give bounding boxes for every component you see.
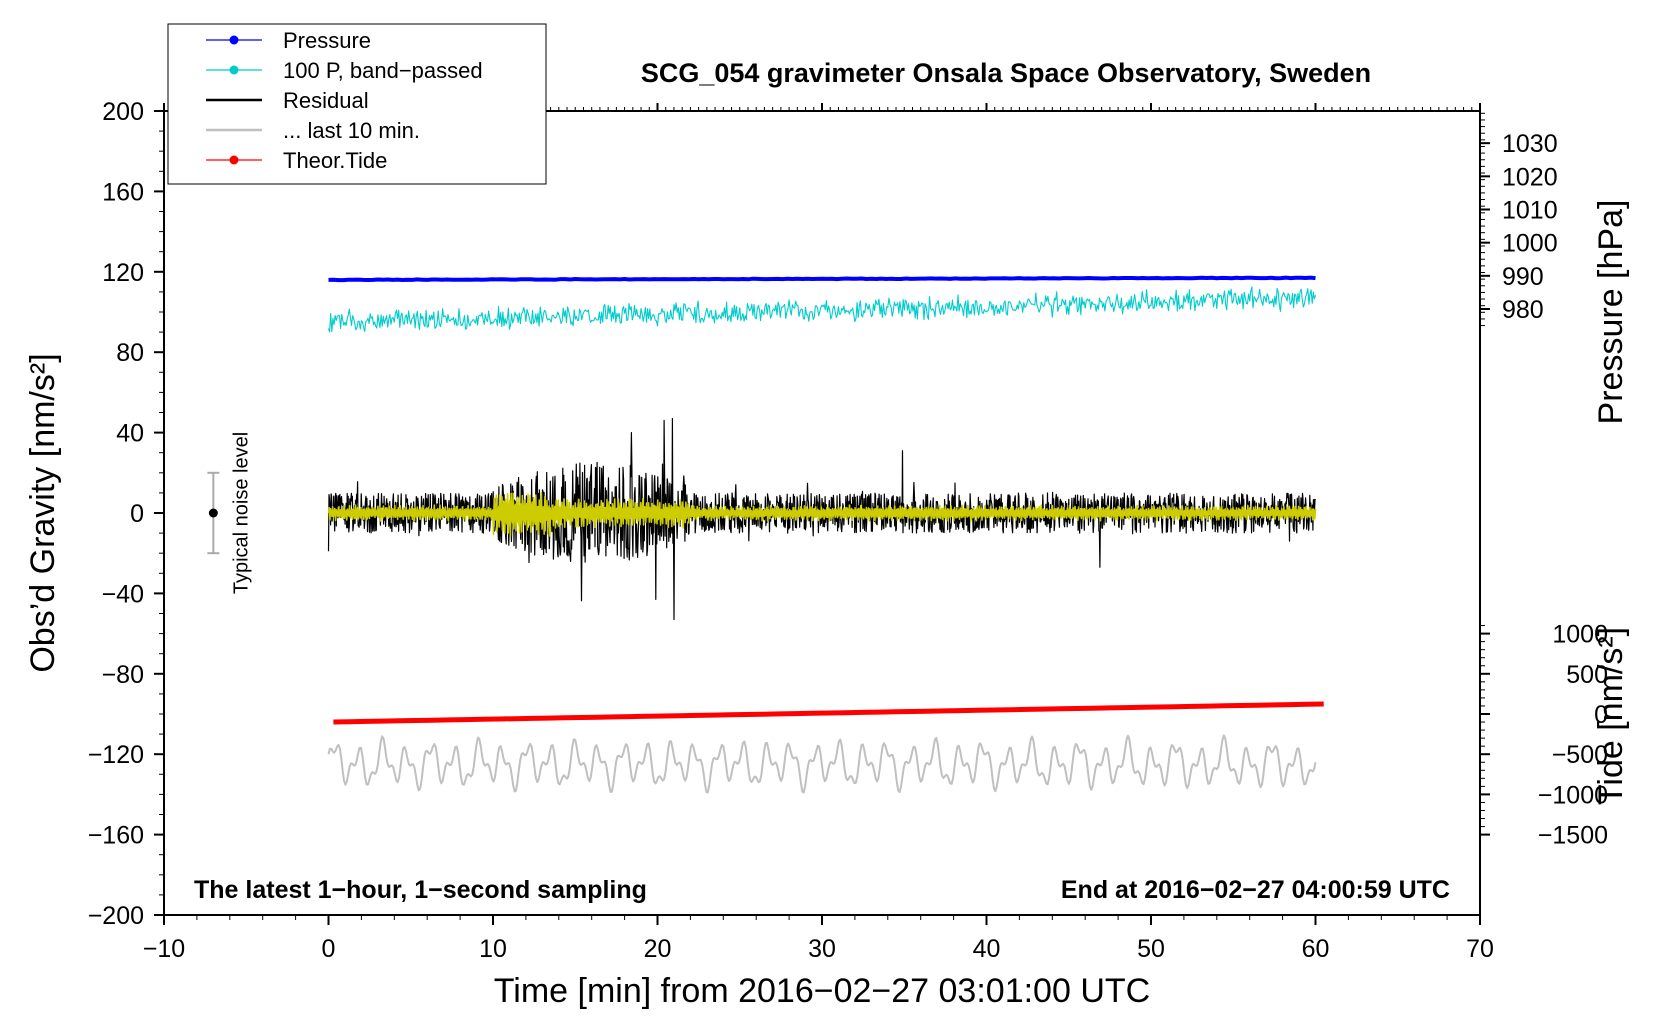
tide-tick-label: −1000 [1538, 781, 1608, 809]
pressure-tick-label: 1020 [1502, 163, 1558, 191]
pressure-series [328, 275, 1316, 283]
tide-tick-label: −500 [1552, 741, 1608, 769]
x-tick-label: 50 [1137, 935, 1165, 963]
pressure-tick-label: 980 [1502, 296, 1544, 324]
y-tick-label: 200 [102, 98, 144, 126]
pressure-tick-label: 990 [1502, 263, 1544, 291]
pressure-axis-title: Pressure [hPa] [1592, 200, 1630, 425]
tide-tick-label: 500 [1566, 661, 1608, 689]
pressure-tick-label: 1030 [1502, 130, 1558, 158]
pressure-tick-label: 1000 [1502, 230, 1558, 258]
legend-label: ... last 10 min. [283, 118, 420, 143]
theoretical-tide-series [333, 701, 1324, 725]
legend-marker [229, 35, 239, 45]
chart-title: SCG_054 gravimeter Onsala Space Observat… [641, 58, 1371, 88]
x-tick-label: 10 [479, 935, 507, 963]
y-tick-label: 80 [116, 339, 144, 367]
axes-layer: −10 0 10 20 30 40 50 60 7020016012080400−40−80−1… [88, 98, 1608, 963]
legend-label: Residual [283, 88, 369, 113]
x-tick-label: 60 [1302, 935, 1330, 963]
y-tick-label: 160 [102, 178, 144, 206]
sampling-note: The latest 1−hour, 1−second sampling [194, 876, 647, 904]
legend: Pressure 100 P, band−passed Residual ... la… [167, 23, 547, 185]
y-tick-label: −80 [102, 661, 144, 689]
legend-label: Pressure [283, 28, 371, 53]
x-axis-title: Time [min] from 2016−02−27 03:01:00 UTC [494, 972, 1150, 1010]
y-tick-label: −40 [102, 580, 144, 608]
legend-label: 100 P, band−passed [283, 58, 483, 83]
x-tick-label: 0 [322, 935, 336, 963]
end-time-note: End at 2016−02−27 04:00:59 UTC [1061, 876, 1450, 904]
last-10-min-series [327, 734, 1317, 794]
x-tick-label: 20 [644, 935, 672, 963]
y-tick-label: −200 [88, 902, 144, 930]
tide-tick-label: −1500 [1538, 822, 1608, 850]
y-tick-label: 120 [102, 259, 144, 287]
y-axis-title: Obs’d Gravity [nm/s²] [24, 353, 62, 672]
x-tick-label: −10 [143, 935, 185, 963]
legend-marker [229, 155, 239, 165]
legend-label: Theor.Tide [283, 148, 387, 173]
bandpassed-residual-series [327, 491, 1317, 538]
tide-axis-title: Tide [nm/s²] [1592, 627, 1630, 805]
noise-level-label: Typical noise level [230, 432, 252, 594]
pressure-tick-label: 1010 [1502, 196, 1558, 224]
y-tick-label: −160 [88, 822, 144, 850]
tide-tick-label: 0 [1594, 701, 1608, 729]
noise-level-dot [208, 508, 218, 518]
y-tick-label: −120 [88, 741, 144, 769]
x-tick-label: 70 [1466, 935, 1494, 963]
x-tick-label: 30 [808, 935, 836, 963]
bandpassed-pressure-series [327, 286, 1317, 333]
x-tick-label: 40 [973, 935, 1001, 963]
data-layer: Typical noise level [207, 275, 1324, 794]
tide-tick-label: 1000 [1552, 621, 1608, 649]
legend-marker [229, 65, 239, 75]
y-tick-label: 40 [116, 420, 144, 448]
y-tick-label: 0 [130, 500, 144, 528]
